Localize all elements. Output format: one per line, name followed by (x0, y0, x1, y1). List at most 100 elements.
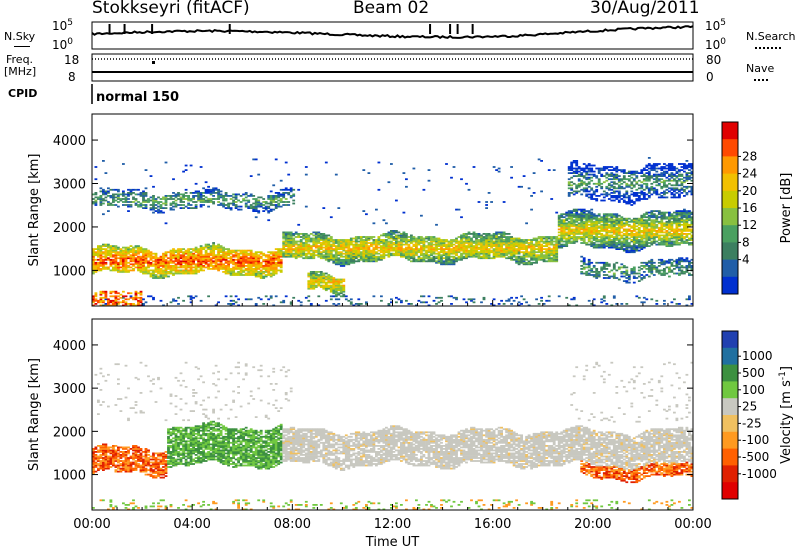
power-cell (334, 260, 338, 263)
power-cell (234, 272, 238, 275)
power-cell (635, 222, 639, 225)
power-cell (199, 192, 203, 194)
power-cell (595, 272, 599, 275)
power-cell (405, 237, 408, 240)
power-cell (640, 239, 644, 241)
power-cell (592, 231, 596, 234)
power-cell (622, 169, 626, 171)
power-cell (362, 236, 366, 238)
power-cell (632, 245, 636, 247)
power-cell (577, 170, 581, 173)
power-cell (382, 245, 386, 247)
power-cell (607, 175, 611, 177)
power-cell (397, 234, 401, 237)
power-cell (482, 255, 486, 258)
power-cell (592, 233, 596, 235)
power-cell (595, 198, 599, 200)
power-cell (602, 268, 606, 270)
power-cell (427, 249, 431, 252)
power-cell (332, 255, 336, 258)
power-cell (189, 296, 193, 299)
power-cell (580, 181, 584, 184)
power-cell (602, 239, 606, 241)
power-cell (292, 239, 296, 241)
power-cell (129, 303, 133, 305)
power-cell (207, 257, 210, 260)
power-cell (244, 252, 248, 255)
power-cell (527, 246, 531, 249)
power-cell (525, 242, 528, 244)
power-cell (237, 254, 240, 257)
power-cell (640, 265, 644, 267)
power-cell (500, 249, 503, 252)
power-cell (592, 216, 596, 219)
power-cell (610, 214, 614, 217)
power-cell (224, 195, 228, 197)
power-cell (142, 263, 145, 266)
power-cell (112, 301, 115, 304)
power-cell (527, 263, 531, 266)
power-cell (602, 228, 606, 231)
power-cell (99, 252, 103, 255)
power-cell (344, 245, 348, 247)
power-cell (317, 278, 321, 281)
power-cell (94, 166, 98, 168)
power-cell (94, 268, 98, 270)
power-cell (134, 304, 138, 307)
power-cell (274, 254, 278, 257)
power-cell (259, 196, 263, 199)
power-cell (440, 258, 443, 261)
power-cell (507, 255, 511, 258)
power-cell (319, 242, 323, 244)
power-cell (184, 198, 188, 200)
power-cell (94, 266, 98, 269)
power-cell (625, 246, 629, 249)
power-cell (359, 251, 363, 254)
power-cell (517, 245, 521, 247)
power-cell (440, 261, 443, 264)
power-cell (109, 260, 113, 263)
power-cell (304, 240, 308, 243)
power-cell (344, 255, 348, 258)
power-cell (99, 299, 103, 302)
power-cell (92, 272, 95, 275)
power-cell (525, 248, 528, 250)
power-cell (267, 219, 271, 222)
power-cell (287, 234, 291, 237)
power-cell (309, 245, 313, 247)
power-cell (417, 239, 421, 241)
power-cell (137, 204, 140, 206)
power-cell (577, 233, 581, 235)
power-cell (572, 175, 576, 177)
power-cell (620, 231, 624, 234)
power-cell (204, 254, 208, 257)
power-cell (635, 228, 639, 231)
power-cell (239, 272, 243, 275)
power-cell (615, 169, 619, 171)
power-cell (485, 240, 488, 243)
power-cell (587, 226, 591, 229)
power-cell (259, 252, 263, 255)
power-cell (337, 243, 341, 246)
power-cell (612, 176, 616, 179)
power-cell (620, 198, 624, 200)
power-cell (227, 265, 230, 267)
power-cell (510, 254, 513, 257)
power-cell (324, 255, 328, 258)
power-cell (625, 182, 629, 185)
power-cell (324, 252, 328, 255)
power-cell (545, 245, 549, 247)
power-cell (177, 266, 180, 269)
power-cell (635, 181, 639, 184)
power-cell (359, 254, 363, 257)
power-cell (339, 281, 343, 284)
power-cell (319, 286, 323, 288)
power-cell (590, 173, 594, 176)
power-cell (307, 251, 311, 254)
power-cell (322, 240, 326, 243)
power-cell (134, 254, 138, 257)
power-cell (149, 295, 153, 298)
power-cell (154, 252, 158, 255)
power-cell (112, 196, 115, 199)
power-cell (172, 254, 175, 257)
